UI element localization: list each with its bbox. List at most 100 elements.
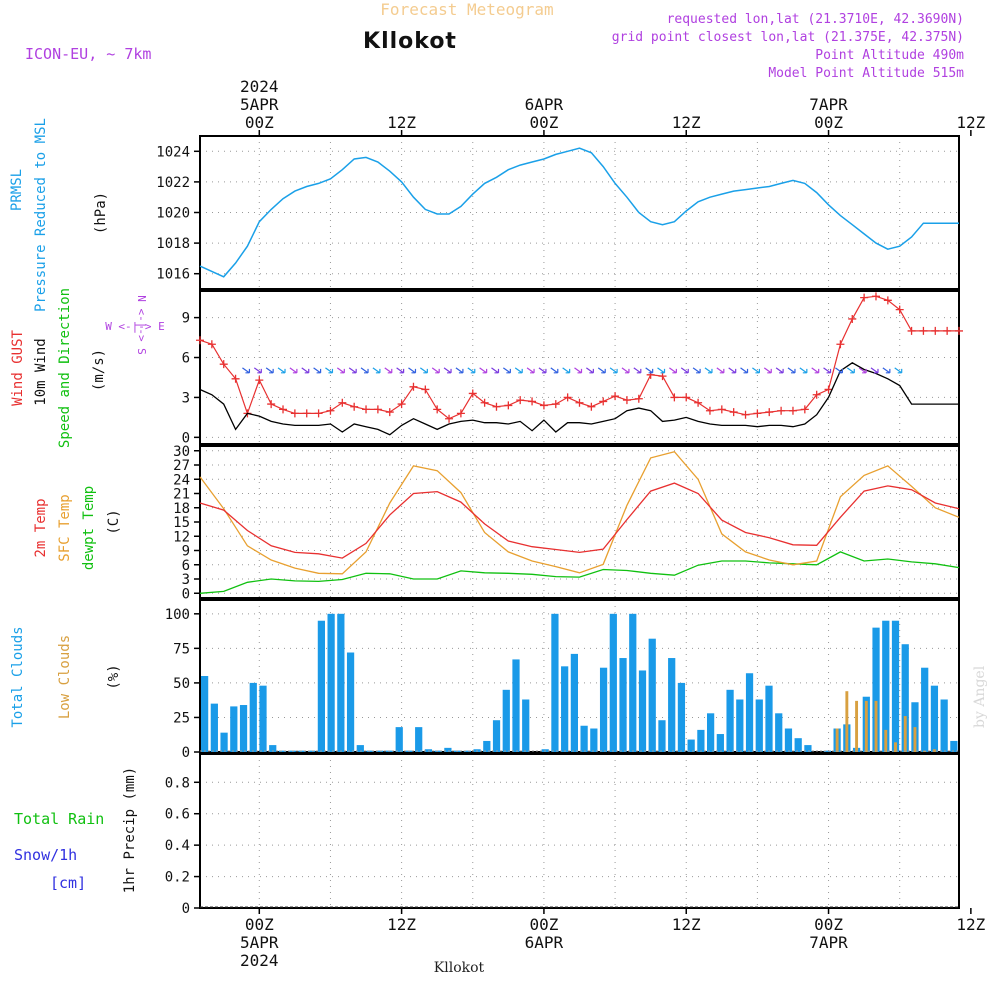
y-tick-label: 21: [173, 487, 190, 503]
wind-direction-arrow: [811, 367, 820, 374]
y-tick-label: 0: [182, 745, 190, 761]
credit-text: by Angel: [972, 665, 988, 728]
wind-direction-arrow: [823, 367, 832, 374]
wind-gust-marker: [955, 326, 963, 335]
wind-gust-marker: [611, 392, 620, 401]
total-cloud-bar: [950, 740, 958, 752]
y-tick-label: 18: [173, 501, 190, 517]
total-cloud-bar: [278, 750, 287, 752]
y-tick-label: 0.2: [165, 870, 190, 886]
wind-gust-marker: [445, 414, 454, 423]
wind-gust-marker: [468, 389, 477, 398]
y-tick-label: 1018: [156, 236, 190, 252]
total-cloud-bar: [512, 659, 520, 752]
wind-gust-marker: [350, 402, 359, 411]
time-label-bottom: 00Z: [814, 915, 843, 934]
wind-direction-arrow: [550, 367, 559, 374]
total-cloud-bar: [921, 667, 929, 752]
total-cloud-bar: [210, 703, 218, 752]
temp-dewpt-label: dewpt Temp: [81, 486, 97, 570]
total-cloud-bar: [308, 750, 316, 752]
time-label-top: 00Z: [245, 113, 274, 132]
time-label-bottom: 12Z: [956, 915, 985, 934]
wind-gust-marker: [326, 406, 335, 415]
clouds-total-label: Total Clouds: [10, 626, 26, 727]
y-tick-label: 100: [165, 607, 190, 623]
total-cloud-bar: [765, 685, 773, 752]
y-tick-label: 25: [173, 710, 190, 726]
wind-direction-arrow: [858, 367, 867, 374]
compass-ns: N <-|-> S: [135, 295, 148, 355]
clouds-unit: (%): [106, 664, 122, 689]
dewpoint-line: [199, 551, 960, 594]
total-cloud-bar: [415, 727, 423, 752]
wind-direction-arrow: [894, 367, 903, 374]
wind-gust-marker: [219, 360, 228, 369]
low-cloud-bar: [845, 691, 849, 752]
wind-gust-marker: [622, 396, 631, 405]
wind-direction-arrow: [704, 367, 713, 374]
time-label-top: 12Z: [672, 113, 701, 132]
wind-direction-arrow: [419, 367, 428, 374]
time-label-bottom: 12Z: [387, 915, 416, 934]
wind-gust-marker: [753, 409, 762, 418]
requested-coords: requested lon,lat (21.3710E, 42.3690N): [667, 12, 964, 27]
wind-direction-arrow: [645, 367, 654, 374]
total-cloud-bar: [346, 652, 355, 752]
wind-direction-arrow: [253, 367, 262, 374]
wind-gust-marker: [480, 398, 489, 407]
wind-10m-label: 10m Wind: [33, 338, 49, 405]
total-cloud-bar: [736, 699, 744, 752]
total-cloud-bar: [483, 740, 491, 752]
wind-direction-arrow: [799, 367, 808, 374]
panel-frame: [199, 445, 960, 599]
wind-direction-arrow: [538, 367, 547, 374]
wind-direction-arrow: [301, 367, 310, 374]
compass-we: W <-|-> E: [105, 320, 165, 333]
wind-gust-marker: [409, 382, 418, 391]
wind-direction-arrow: [514, 367, 523, 374]
total-cloud-bar: [872, 627, 880, 752]
wind-gust-marker: [836, 340, 845, 349]
pressure-label-msl: Pressure Reduced to MSL: [33, 118, 49, 312]
total-cloud-bar: [648, 638, 656, 752]
y-tick-label: 1016: [156, 267, 190, 283]
wind-direction-arrow: [586, 367, 594, 374]
wind-direction-arrow: [360, 367, 369, 374]
total-cloud-bar: [249, 682, 257, 752]
low-cloud-bar: [864, 700, 868, 752]
wind-gust-marker: [302, 409, 311, 418]
wind-gust-marker: [646, 370, 655, 379]
total-cloud-bar: [930, 685, 939, 752]
wind-gust-marker: [694, 398, 703, 407]
wind-direction-arrow: [348, 367, 357, 374]
precip-unit: 1hr Precip (mm): [122, 767, 138, 893]
total-cloud-bar: [463, 750, 471, 752]
wind-direction-arrow: [277, 367, 286, 374]
low-cloud-bar: [913, 727, 917, 752]
panel-frame: [199, 753, 960, 909]
time-label-bottom: 12Z: [672, 915, 701, 934]
total-cloud-bar: [201, 676, 209, 752]
wind-gust-marker: [528, 397, 537, 406]
total-cloud-bar: [629, 613, 637, 752]
wind-direction-arrow: [846, 367, 855, 374]
wind-direction-arrow: [336, 367, 345, 374]
wind-gust-marker: [682, 393, 691, 402]
total-cloud-bar: [220, 732, 228, 752]
forecast-meteogram-title: Forecast Meteogram: [380, 0, 553, 19]
wind-gust-marker: [907, 326, 916, 335]
time-label-top: 00Z: [529, 113, 558, 132]
wind-direction-arrow: [597, 367, 606, 374]
wind-direction-arrow: [692, 367, 701, 374]
total-cloud-bar: [230, 706, 238, 752]
wind-gust-marker: [563, 393, 572, 402]
wind-gust-marker: [492, 402, 501, 411]
wind-gust-marker: [433, 405, 442, 414]
wind-gust-marker: [314, 409, 323, 418]
y-tick-label: 1020: [156, 206, 190, 222]
wind-gust-marker: [919, 326, 928, 335]
wind-direction-arrow: [787, 367, 796, 374]
model-altitude: Model Point Altitude 515m: [768, 66, 964, 81]
wind-unit: (m/s): [91, 349, 107, 391]
